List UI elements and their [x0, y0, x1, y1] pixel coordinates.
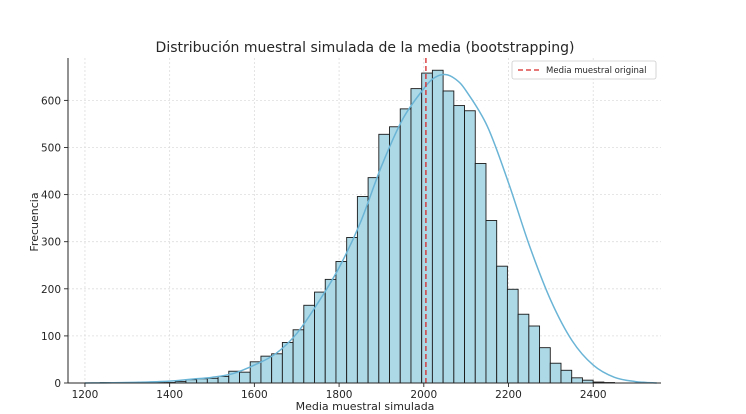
y-tick-labels: 0 100 200 300 400 500 600	[41, 95, 68, 390]
histogram-bar	[217, 375, 230, 384]
histogram-bar	[539, 347, 551, 384]
y-tick-label: 200	[41, 284, 61, 296]
histogram-bar	[506, 288, 519, 384]
histogram-bar	[496, 265, 508, 384]
x-tick-label: 1600	[241, 389, 268, 401]
axes	[67, 58, 661, 384]
histogram-bar	[378, 133, 390, 384]
x-axis-label: Media muestral simulada	[296, 400, 435, 413]
histogram-bar	[464, 110, 476, 384]
histogram-bar	[324, 278, 337, 384]
histogram-bar	[281, 342, 294, 384]
histogram-bar	[571, 377, 583, 384]
y-tick-label: 300	[41, 237, 61, 249]
histogram-bar	[239, 371, 251, 384]
x-tick-labels: 1200 1400 1600 1800 2000 2200 2400	[72, 383, 607, 401]
y-tick-label: 500	[41, 142, 61, 154]
histogram-bar	[367, 177, 380, 384]
legend-box	[511, 60, 657, 80]
histogram-bar	[389, 126, 401, 384]
x-tick-label: 1200	[72, 389, 99, 401]
legend-entry-mean: Media muestral original	[546, 66, 646, 76]
histogram-bar	[560, 369, 573, 384]
histogram-bar	[431, 69, 444, 384]
x-tick-label: 1400	[156, 389, 183, 401]
histogram-bar	[399, 108, 412, 384]
y-tick-label: 0	[54, 378, 61, 390]
histogram-bar	[517, 313, 530, 384]
histogram-bar	[410, 88, 423, 384]
legend: Media muestral original	[511, 60, 657, 80]
histogram-bar	[271, 353, 283, 384]
histogram-bar	[442, 90, 455, 384]
y-tick-label: 400	[41, 190, 61, 202]
histogram-bar	[206, 377, 219, 384]
x-tick-label: 2000	[410, 389, 437, 401]
x-tick-label: 1800	[326, 389, 353, 401]
histogram-bar	[528, 325, 541, 384]
chart-title: Distribución muestral simulada de la med…	[156, 40, 575, 56]
x-tick-label: 2400	[580, 389, 607, 401]
y-axis-label: Frecuencia	[28, 192, 41, 251]
histogram-bar	[485, 220, 498, 384]
histogram-bar	[549, 362, 562, 384]
histogram-bar	[421, 72, 433, 384]
kde-curve	[84, 73, 657, 384]
histogram-bar	[335, 261, 348, 384]
histogram-bar	[474, 163, 487, 384]
histogram-bar	[346, 237, 358, 384]
x-tick-label: 2200	[495, 389, 522, 401]
y-tick-label: 600	[41, 95, 61, 107]
y-tick-label: 100	[41, 331, 61, 343]
histogram-bar	[292, 329, 305, 384]
histogram-bar	[453, 105, 465, 384]
